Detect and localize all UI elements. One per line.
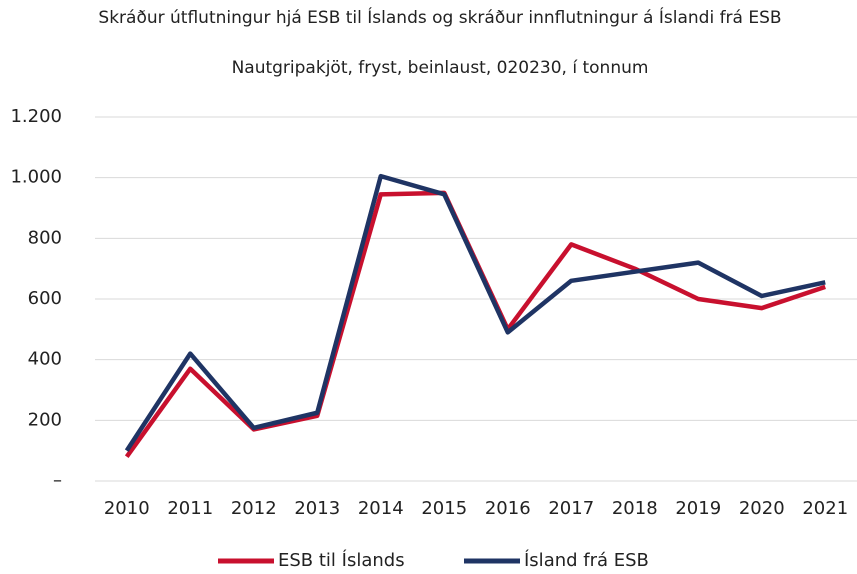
x-tick-label: 2019 xyxy=(675,498,721,519)
y-tick-label: 800 xyxy=(28,227,62,248)
y-tick-label: 600 xyxy=(28,288,62,309)
legend-label: ESB til Íslands xyxy=(278,549,405,571)
x-tick-label: 2021 xyxy=(802,498,848,519)
y-tick-label: – xyxy=(53,470,62,491)
legend-label: Ísland frá ESB xyxy=(524,549,649,571)
x-tick-label: 2013 xyxy=(294,498,340,519)
x-tick-label: 2020 xyxy=(739,498,785,519)
series-line xyxy=(124,173,826,452)
chart-subtitle: Nautgripakjöt, fryst, beinlaust, 020230,… xyxy=(231,58,649,78)
x-tick-label: 2015 xyxy=(421,498,467,519)
x-tick-label: 2016 xyxy=(485,498,531,519)
y-tick-label: 1.200 xyxy=(10,106,62,127)
x-tick-label: 2010 xyxy=(104,498,150,519)
x-tick-label: 2014 xyxy=(358,498,404,519)
chart-title: Skráður útflutningur hjá ESB til Íslands… xyxy=(98,8,782,28)
x-tick-label: 2012 xyxy=(231,498,277,519)
y-tick-label: 1.000 xyxy=(10,167,62,188)
x-tick-label: 2017 xyxy=(548,498,594,519)
x-tick-label: 2011 xyxy=(167,498,213,519)
y-tick-label: 200 xyxy=(28,409,62,430)
y-tick-label: 400 xyxy=(28,349,62,370)
x-tick-label: 2018 xyxy=(612,498,658,519)
series-line xyxy=(124,190,826,459)
